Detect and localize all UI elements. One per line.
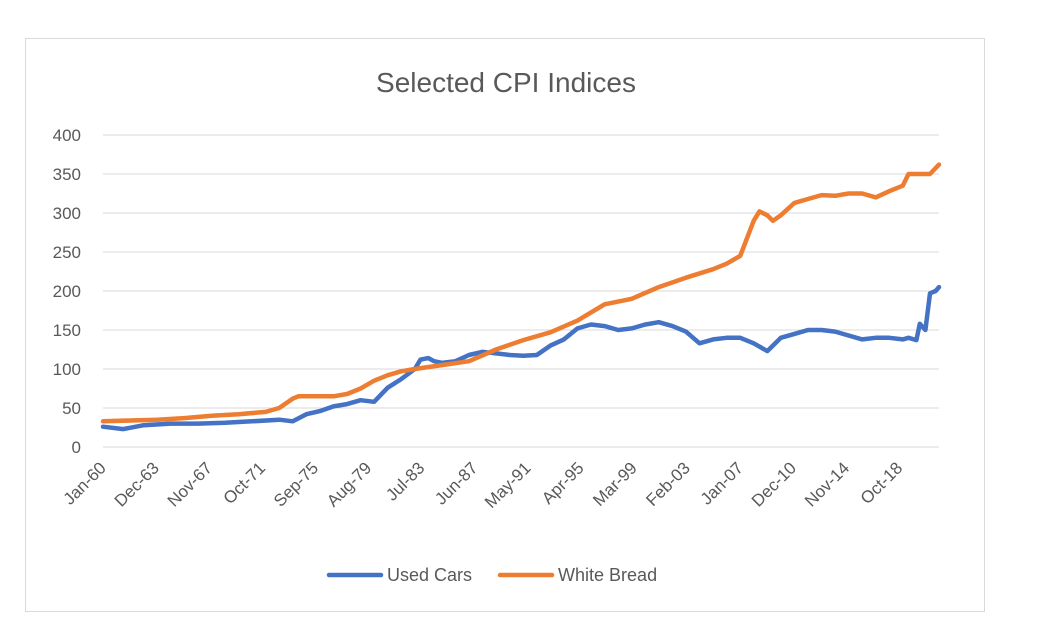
legend: Used Cars White Bread	[326, 565, 657, 585]
gridlines	[103, 134, 939, 448]
x-tick-label: Aug-79	[323, 458, 375, 510]
x-tick-label: Nov-67	[164, 458, 216, 510]
x-tick-label: Oct-18	[857, 458, 907, 508]
y-tick-label: 200	[53, 282, 81, 301]
series-lines	[100, 162, 942, 432]
x-tick-label: Feb-03	[642, 458, 694, 510]
x-tick-label: Jun-87	[431, 458, 481, 508]
y-tick-label: 300	[53, 204, 81, 223]
legend-label: White Bread	[558, 565, 657, 585]
y-tick-label: 150	[53, 321, 81, 340]
y-tick-label: 50	[62, 399, 81, 418]
x-tick-label: Apr-95	[538, 458, 588, 508]
x-tick-label: Mar-99	[589, 458, 641, 510]
chart-canvas: Selected CPI Indices 0 50 100 150 200 250 300 3…	[53, 67, 942, 585]
legend-label: Used Cars	[387, 565, 472, 585]
chart-area: Selected CPI Indices 0 50 100 150 200 250 300 3…	[25, 38, 985, 612]
x-tick-label: Oct-71	[220, 458, 270, 508]
x-tick-label: Jul-83	[382, 458, 428, 504]
x-axis-tick-labels: Jan-60 Dec-63 Nov-67 Oct-71 Sep-75 Aug-79 Jul-…	[60, 458, 907, 512]
y-tick-label: 100	[53, 360, 81, 379]
x-tick-label: Jan-60	[60, 458, 110, 508]
y-tick-label: 250	[53, 243, 81, 262]
y-tick-label: 350	[53, 165, 81, 184]
chart-title: Selected CPI Indices	[376, 67, 636, 98]
x-tick-label: Dec-63	[111, 458, 163, 510]
x-tick-label: Sep-75	[270, 458, 322, 510]
x-tick-label: Nov-14	[801, 458, 853, 510]
x-tick-label: Dec-10	[748, 458, 800, 510]
y-tick-label: 400	[53, 126, 81, 145]
x-tick-label: May-91	[481, 458, 535, 512]
y-tick-label: 0	[72, 438, 81, 457]
series-line-1	[100, 284, 942, 432]
x-tick-label: Jan-07	[697, 458, 747, 508]
series-line-2	[100, 162, 942, 424]
y-axis-tick-labels: 0 50 100 150 200 250 300 350 400	[53, 126, 81, 457]
